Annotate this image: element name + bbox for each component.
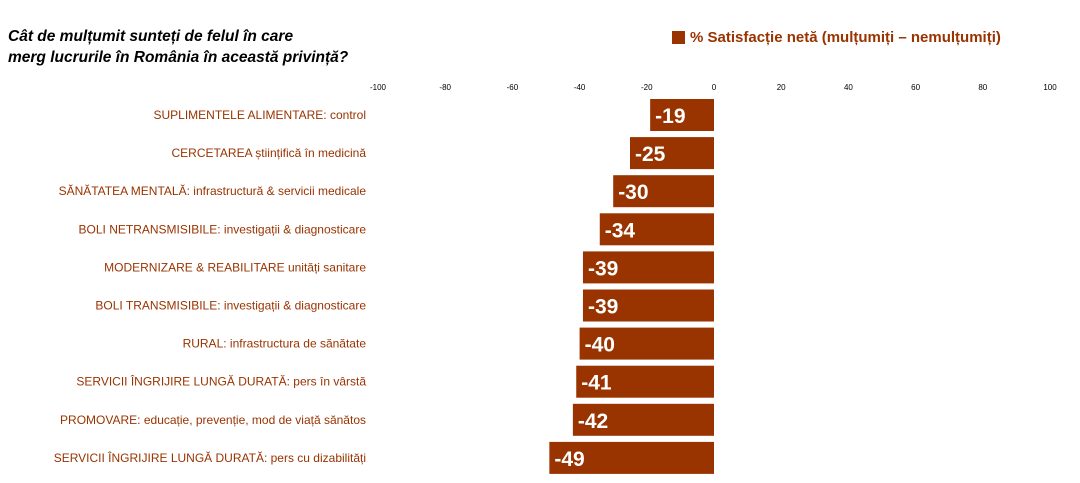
bar-value-label: -25 [635, 143, 666, 166]
x-tick-label: 80 [978, 83, 987, 92]
bar-value-label: -34 [605, 219, 636, 242]
category-labels: SUPLIMENTELE ALIMENTARE: control CERCETAR… [54, 108, 367, 465]
category-label: PROMOVARE: educație, prevenție, mod de v… [60, 413, 366, 427]
value-labels: -19 -25 -30 -34 -39 -39 -40 -41 -42 -49 [554, 105, 685, 471]
x-tick-label: 20 [777, 83, 786, 92]
x-tick-label: 60 [911, 83, 920, 92]
legend-swatch [672, 30, 685, 44]
category-label: BOLI TRANSMISIBILE: investigații & diagn… [95, 299, 366, 313]
x-axis-ticks: -100 -80 -60 -40 -20 0 20 40 60 80 100 [370, 83, 1057, 92]
category-label: SERVICII ÎNGRIJIRE LUNGĂ DURATĂ: pers în… [76, 374, 366, 389]
category-label: RURAL: infrastructura de sănătate [183, 337, 367, 351]
bar [549, 441, 714, 474]
bar [613, 175, 714, 208]
category-label: SUPLIMENTELE ALIMENTARE: control [153, 108, 366, 122]
x-tick-label: 100 [1043, 83, 1057, 92]
bar [576, 365, 714, 398]
chart-legend: % Satisfacție netă (mulțumiți – nemulțum… [672, 26, 1074, 48]
category-label: SERVICII ÎNGRIJIRE LUNGĂ DURATĂ: pers cu… [54, 450, 366, 465]
bar-value-label: -39 [588, 257, 618, 280]
x-tick-label: -80 [439, 83, 451, 92]
bar [630, 137, 714, 170]
bar-value-label: -49 [554, 448, 584, 471]
bar [579, 327, 714, 360]
bar-value-label: -40 [585, 334, 615, 357]
legend-label: % Satisfacție netă (mulțumiți – nemulțum… [690, 28, 1001, 46]
x-tick-label: -20 [641, 83, 653, 92]
chart-question: Cât de mulțumit sunteți de felul în care… [8, 26, 448, 68]
category-label: MODERNIZARE & REABILITARE unități sanita… [104, 260, 366, 274]
x-tick-label: -40 [574, 83, 586, 92]
bar [582, 289, 714, 322]
x-tick-label: 0 [712, 83, 717, 92]
bars [549, 99, 714, 474]
x-tick-label: -60 [507, 83, 519, 92]
bar-value-label: -42 [578, 410, 608, 433]
bar-value-label: -39 [588, 296, 618, 319]
bar [650, 99, 714, 131]
bar [572, 403, 714, 436]
x-tick-label: 40 [844, 83, 853, 92]
bar-value-label: -41 [581, 372, 612, 395]
question-line-2: merg lucrurile în România în această pri… [8, 49, 349, 66]
question-line-1: Cât de mulțumit sunteți de felul în care [8, 28, 294, 45]
bar [582, 251, 714, 284]
x-tick-label: -100 [370, 83, 387, 92]
bar-value-label: -30 [618, 181, 648, 204]
bar-value-label: -19 [655, 105, 685, 128]
category-label: CERCETAREA științifică în medicină [171, 146, 366, 160]
category-label: SĂNĂTATEA MENTALĂ: infrastructură & serv… [59, 183, 367, 198]
bar [599, 213, 714, 246]
category-label: BOLI NETRANSMISIBILE: investigații & dia… [79, 222, 367, 236]
